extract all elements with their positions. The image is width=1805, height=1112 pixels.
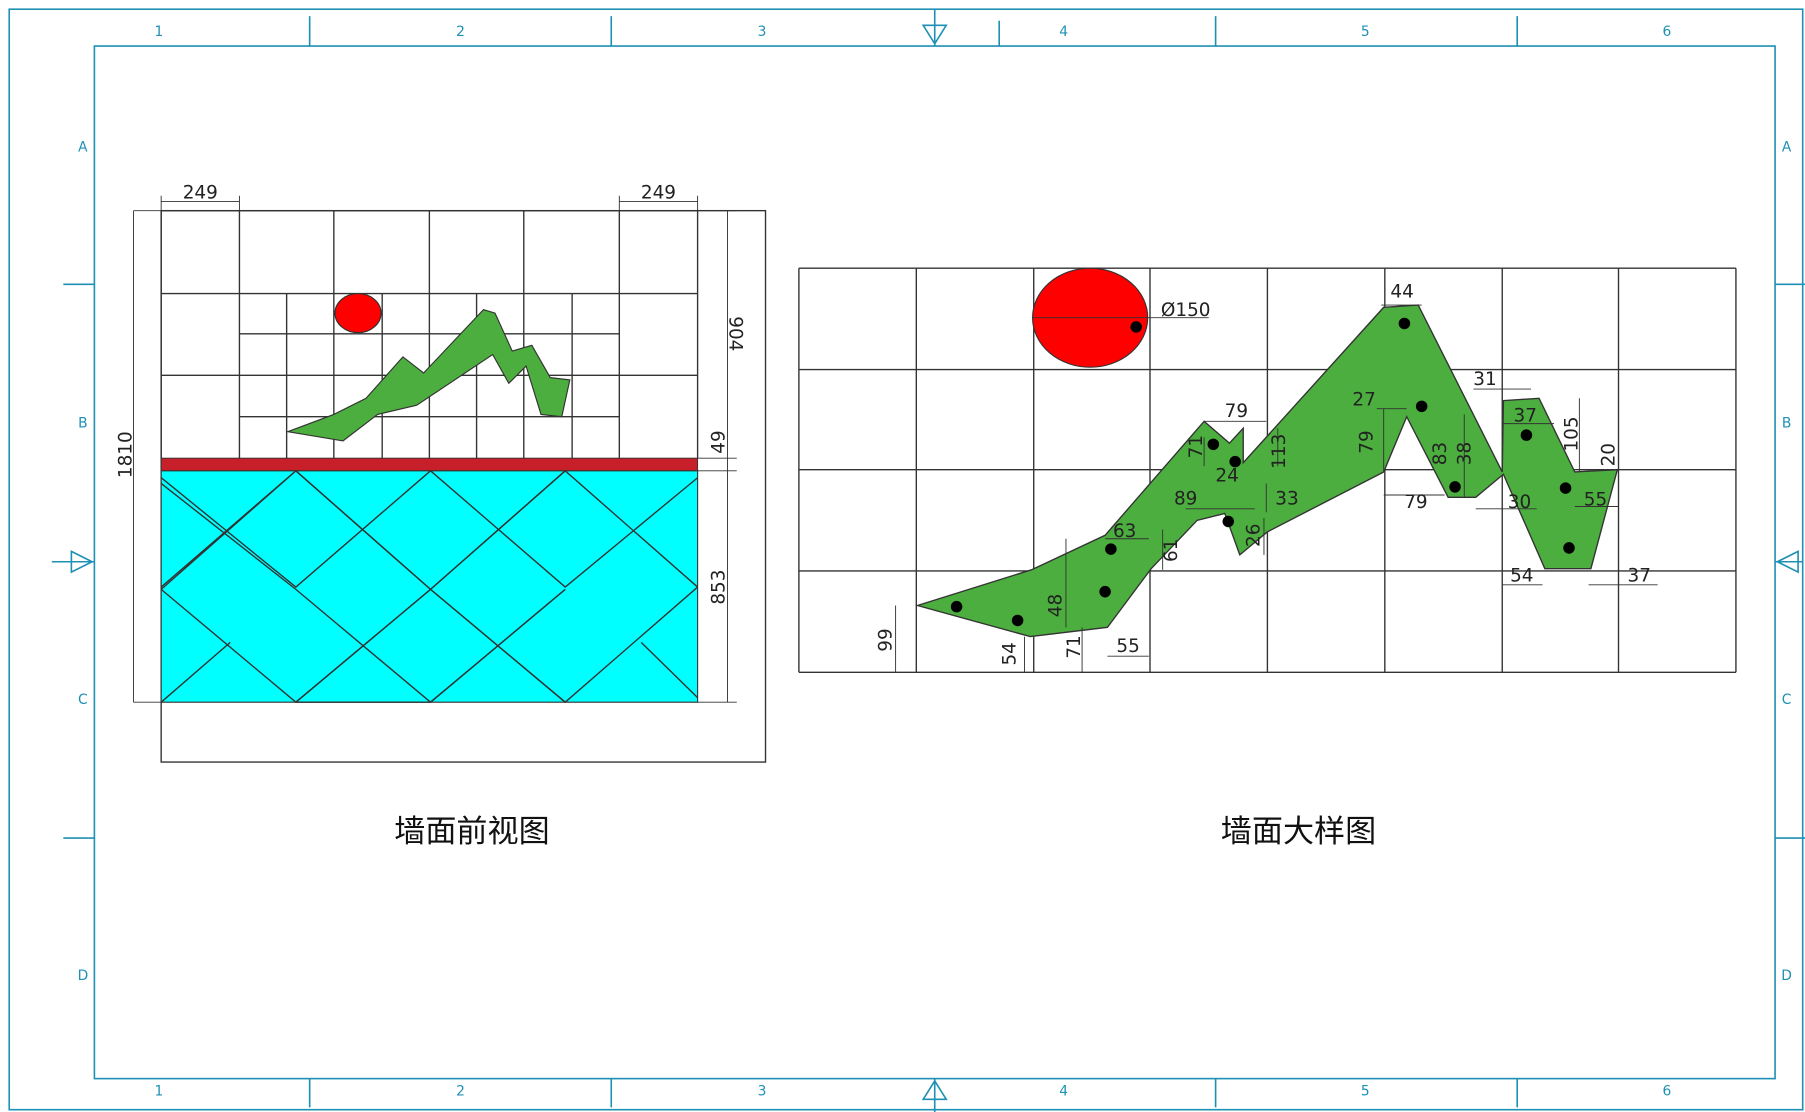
- column-label: 4: [1059, 24, 1068, 40]
- anchor-dot: [1563, 542, 1575, 554]
- dimension-label: 33: [1275, 489, 1298, 510]
- dimension-label: 49: [708, 430, 729, 453]
- dimension-label: 44: [1390, 281, 1413, 302]
- dimension-label: 27: [1352, 390, 1375, 411]
- dimension-label: 79: [1225, 401, 1248, 422]
- dimension-label: 71: [1064, 635, 1085, 658]
- dimension-label: 83: [1430, 442, 1451, 465]
- dimension-label: 105: [1561, 416, 1582, 451]
- column-label: 5: [1361, 1083, 1370, 1099]
- anchor-dot: [1520, 429, 1533, 441]
- dimension-label: 55: [1116, 636, 1139, 657]
- anchor-dot: [1449, 481, 1461, 493]
- anchor-dot: [1105, 543, 1117, 555]
- dimension-label: 26: [1244, 524, 1265, 547]
- dimension-label: 853: [708, 570, 729, 605]
- dimension-label: 113: [1269, 434, 1290, 469]
- anchor-dot: [1011, 614, 1024, 627]
- front-view: 墙面前视图: [133, 195, 767, 850]
- dimension-label: 89: [1174, 489, 1197, 510]
- dimension-label: 54: [1510, 566, 1533, 587]
- dimension-label: 1810: [116, 431, 137, 478]
- dimension-label: 71: [1186, 435, 1207, 458]
- row-label: A: [1782, 139, 1792, 155]
- row-label: B: [78, 416, 87, 432]
- column-label: 1: [154, 24, 163, 40]
- view-title: 墙面大样图: [1221, 814, 1376, 850]
- anchor-dot: [950, 600, 963, 613]
- column-label: 4: [1059, 1083, 1068, 1099]
- dimension-label: Ø150: [1161, 300, 1211, 321]
- anchor-dot: [1207, 438, 1220, 451]
- column-label: 5: [1361, 24, 1370, 40]
- column-label: 6: [1662, 1083, 1671, 1099]
- dimension-label: 37: [1514, 406, 1537, 427]
- anchor-dot: [1398, 317, 1411, 330]
- row-label: A: [78, 139, 88, 155]
- dimension-label: 79: [1357, 430, 1378, 453]
- dimension-label: 63: [1113, 521, 1136, 542]
- frame: [8, 8, 1805, 1112]
- dimension-label: 249: [641, 182, 676, 203]
- row-label: D: [1781, 968, 1792, 984]
- dimension-label: 30: [1508, 492, 1531, 513]
- dimension-label: 24: [1215, 466, 1238, 487]
- dimension-label: 904: [724, 316, 745, 351]
- dimension-label: 54: [1000, 642, 1021, 665]
- dimension-label: 79: [1404, 492, 1427, 513]
- dimension-label: 48: [1046, 594, 1067, 617]
- column-label: 6: [1662, 24, 1671, 40]
- row-label: C: [78, 692, 88, 708]
- dimension-label: 37: [1628, 566, 1651, 587]
- anchor-dot: [1222, 515, 1235, 528]
- dimension-label: 55: [1584, 490, 1607, 511]
- anchor-dot: [1099, 585, 1111, 598]
- column-label: 3: [758, 1083, 767, 1099]
- detail-view: 墙面大样图: [798, 267, 1737, 850]
- row-label: B: [1782, 416, 1791, 432]
- dimension-label: 99: [875, 628, 896, 651]
- dimension-label: 20: [1598, 443, 1619, 466]
- anchor-dot: [1130, 321, 1142, 333]
- dimension-label: 31: [1473, 369, 1496, 390]
- row-label: C: [1782, 692, 1792, 708]
- dimension-label: 38: [1454, 442, 1475, 465]
- column-label: 2: [456, 1083, 465, 1099]
- dimension-label: 249: [183, 182, 218, 203]
- anchor-dot: [1415, 400, 1428, 413]
- view-title: 墙面前视图: [394, 814, 549, 850]
- anchor-dot: [1229, 455, 1241, 468]
- row-label: D: [78, 968, 89, 984]
- column-label: 3: [758, 24, 767, 40]
- anchor-dot: [1559, 482, 1572, 494]
- column-label: 1: [154, 1083, 163, 1099]
- dimension-label: 61: [1161, 539, 1182, 562]
- column-label: 2: [456, 24, 465, 40]
